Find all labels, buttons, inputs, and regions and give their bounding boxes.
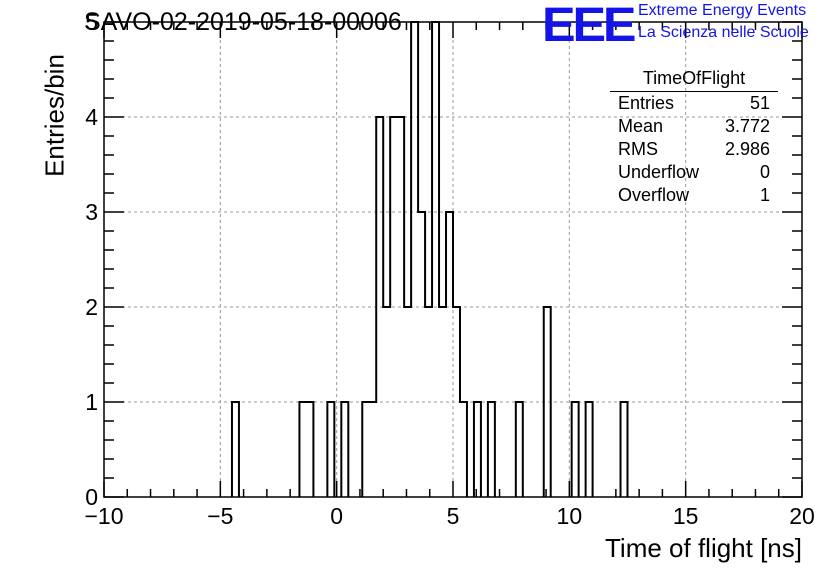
x-tick-label: 15 xyxy=(673,503,699,529)
histogram-bin xyxy=(432,22,439,497)
histogram-bin xyxy=(446,212,453,497)
x-tick-label: −5 xyxy=(207,503,233,529)
histogram-bin xyxy=(232,402,239,497)
histogram-bin xyxy=(362,402,369,497)
y-tick-label: 1 xyxy=(85,389,98,415)
logo-subtitle-line2: La Scienza nelle Scuole xyxy=(638,24,809,41)
histogram-bin xyxy=(306,402,313,497)
histogram-bins xyxy=(230,21,629,497)
histogram-bin xyxy=(327,402,334,497)
stats-row-rms: RMS 2.986 xyxy=(610,138,778,161)
stats-row-underflow: Underflow 0 xyxy=(610,161,778,184)
chart-title: SAVO-02-2019-05-18-00006 xyxy=(84,8,402,36)
histogram-bin xyxy=(369,402,376,497)
y-tick-label: 2 xyxy=(85,294,98,320)
stats-label: Overflow xyxy=(618,185,690,205)
stats-label: Underflow xyxy=(618,162,700,182)
histogram-bin xyxy=(341,402,348,497)
y-tick-label: 3 xyxy=(85,199,98,225)
stats-label: Mean xyxy=(618,116,664,136)
histogram-bin xyxy=(572,402,579,497)
stats-value: 3.772 xyxy=(724,116,770,136)
histogram-bin xyxy=(299,402,306,497)
stats-box: TimeOfFlight Entries 51 Mean 3.772 RMS 2… xyxy=(610,68,778,207)
x-tick-label: 10 xyxy=(557,503,583,529)
histogram-bin xyxy=(488,402,495,497)
histogram-bin xyxy=(516,402,523,497)
y-axis-label: Entries/bin xyxy=(39,54,70,177)
stats-label: RMS xyxy=(618,139,658,159)
stats-value: 1 xyxy=(759,185,770,205)
stats-value: 2.986 xyxy=(724,139,770,159)
histogram-outline xyxy=(230,21,629,497)
logo-subtitle-line1: Extreme Energy Events xyxy=(638,2,807,19)
x-tick-label: 0 xyxy=(330,503,343,529)
stats-row-mean: Mean 3.772 xyxy=(610,115,778,138)
y-tick-label: 4 xyxy=(85,104,98,130)
histogram-bin xyxy=(418,212,425,497)
stats-row-overflow: Overflow 1 xyxy=(610,184,778,207)
histogram-bin xyxy=(586,402,593,497)
stats-value: 0 xyxy=(759,162,770,182)
x-axis-label: Time of flight [ns] xyxy=(605,533,802,563)
stats-box-title: TimeOfFlight xyxy=(610,68,778,92)
histogram-bin xyxy=(621,402,628,497)
y-tick-label: 5 xyxy=(85,9,98,35)
histogram-bin xyxy=(474,402,481,497)
stats-value: 51 xyxy=(749,93,770,113)
histogram-bin xyxy=(411,22,418,497)
x-tick-label: 20 xyxy=(789,503,815,529)
histogram-bin xyxy=(460,402,467,497)
y-tick-label: 0 xyxy=(85,484,98,510)
stats-row-entries: Entries 51 xyxy=(610,92,778,115)
axis-ticks xyxy=(103,21,803,498)
stats-label: Entries xyxy=(618,93,675,113)
x-tick-label: 5 xyxy=(447,503,460,529)
eee-logo: EEE xyxy=(542,0,637,52)
x-tick-label: −10 xyxy=(84,503,123,529)
